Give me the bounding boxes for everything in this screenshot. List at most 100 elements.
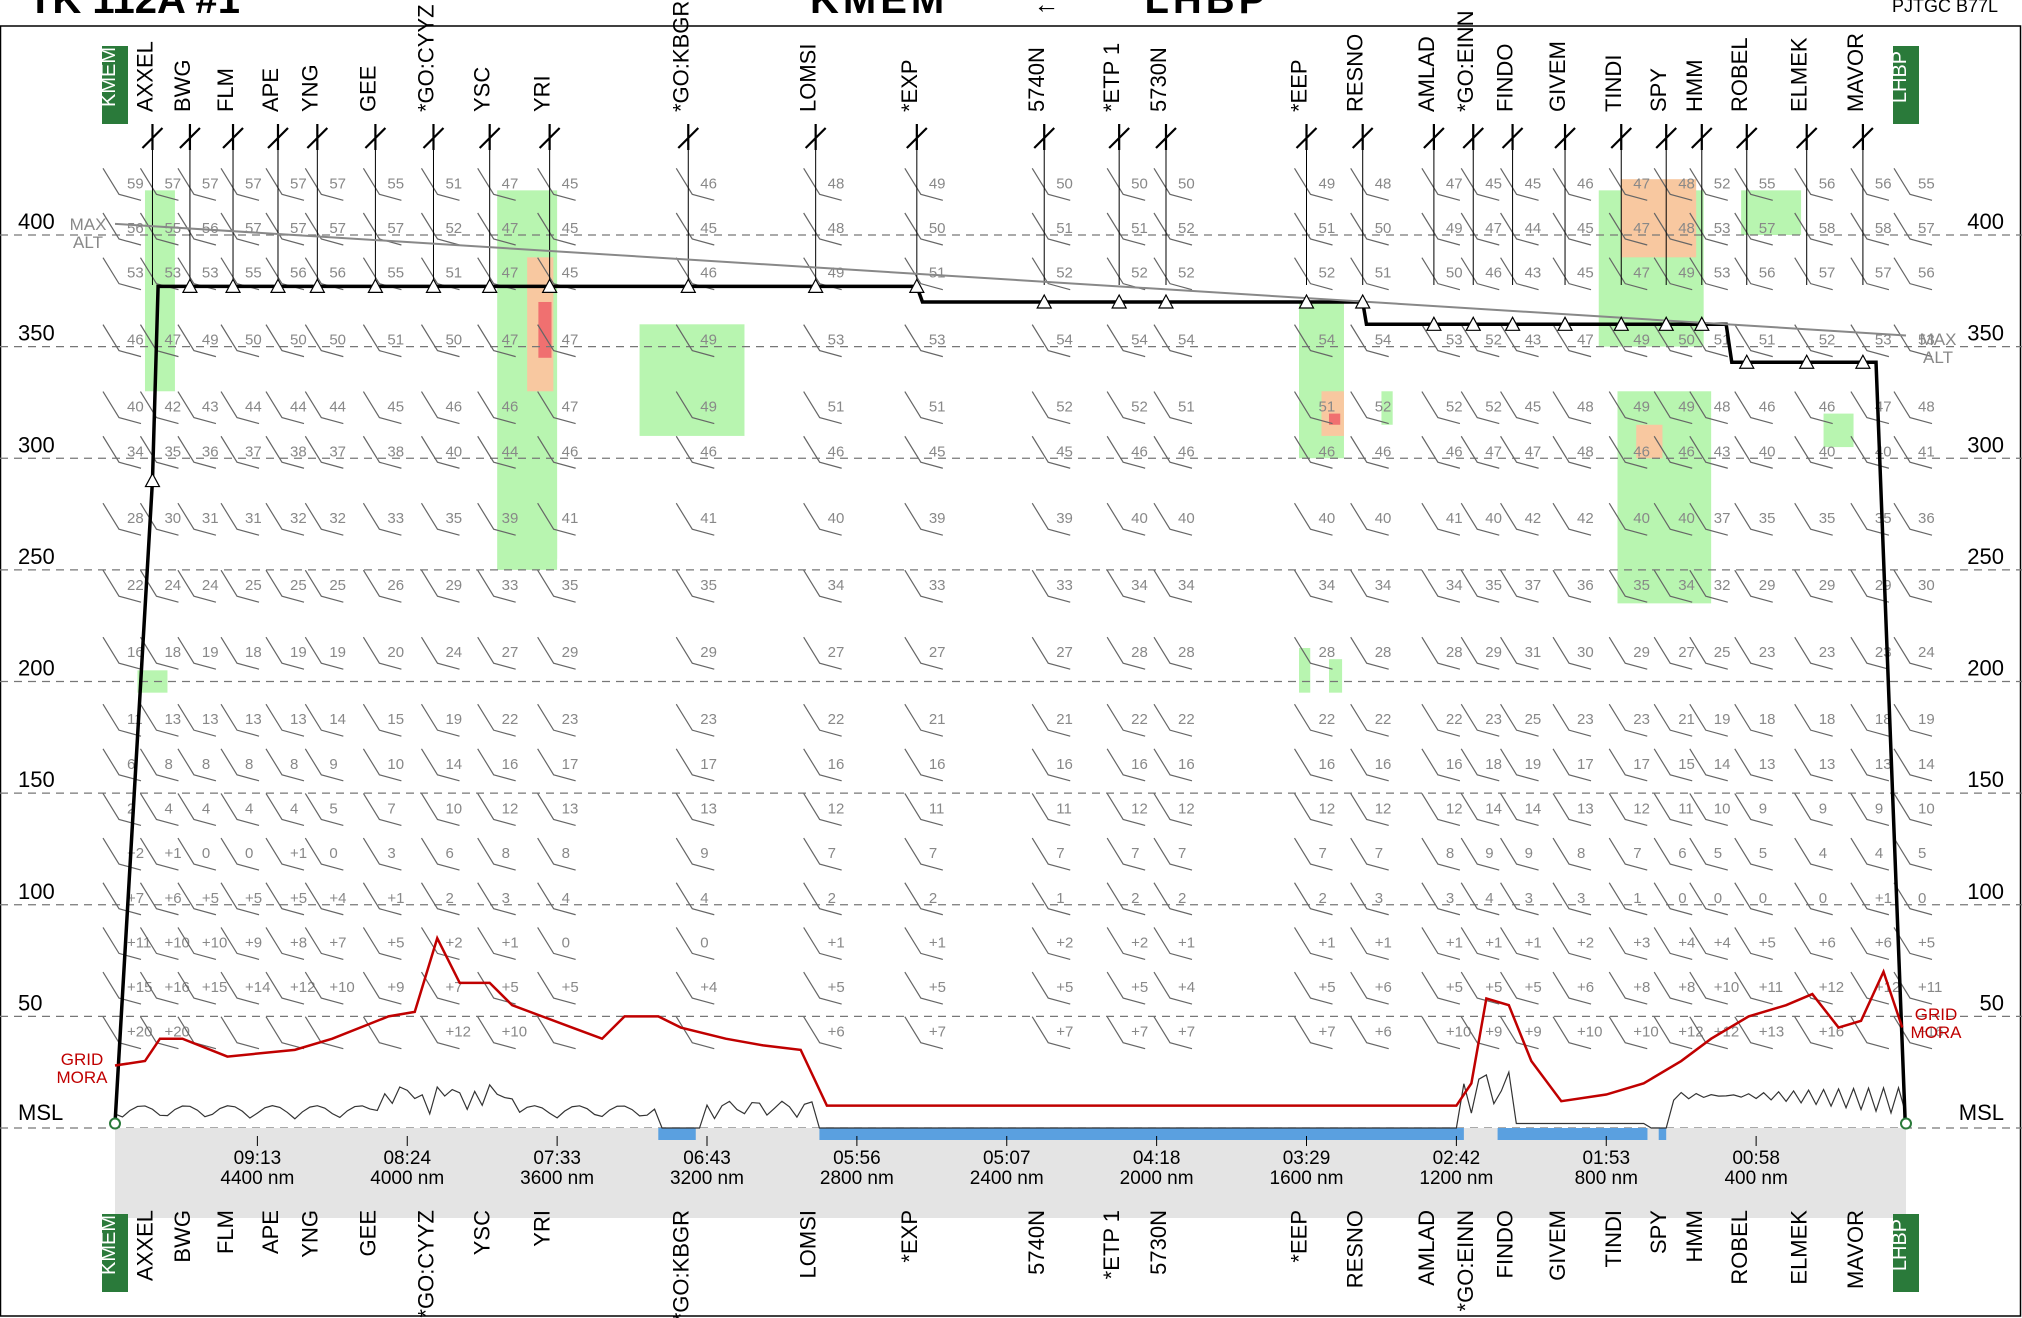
wind-barb — [1893, 502, 1933, 536]
temp-label: 24 — [1918, 644, 1935, 661]
temp-label: 0 — [329, 845, 337, 862]
wind-barb — [1350, 391, 1389, 425]
waypoint-symbol — [1852, 124, 1874, 150]
wind-barb — [1893, 837, 1933, 871]
temp-label: 48 — [828, 175, 845, 192]
wind-barb — [1421, 324, 1461, 358]
airport-name-bottom: LHBP — [1889, 1219, 1911, 1271]
wind-barb — [1552, 212, 1592, 246]
temp-label: 0 — [562, 934, 570, 951]
temp-label: 41 — [1918, 443, 1935, 460]
temp-label: 47 — [1633, 220, 1650, 237]
wind-barb — [265, 971, 305, 1005]
wind-barb — [139, 391, 179, 425]
wind-barb — [1421, 793, 1461, 827]
wind-barb — [1734, 391, 1773, 425]
wind-barb — [904, 569, 943, 603]
chart-frame — [0, 25, 2022, 1317]
wind-barb — [1153, 927, 1193, 960]
temp-label: 45 — [1485, 175, 1502, 192]
temp-label: +7 — [1056, 1024, 1073, 1041]
wind-barb — [1106, 1016, 1146, 1050]
wind-barb — [803, 748, 842, 782]
waypoint-name-top: *GO:CYYZ — [413, 4, 438, 112]
wind-barb — [1689, 793, 1728, 827]
waypoint-symbol — [1610, 124, 1633, 150]
wind-barb — [220, 882, 260, 916]
temp-label: 29 — [1485, 644, 1502, 661]
temp-label: 46 — [700, 443, 717, 460]
x-tick-distance: 2000 nm — [1120, 1168, 1194, 1189]
y-tick-label-left: 50 — [18, 990, 42, 1015]
wind-barb — [1106, 793, 1146, 827]
wind-barb — [1689, 882, 1728, 916]
temp-label: 46 — [1678, 443, 1695, 460]
temp-label: 40 — [1819, 443, 1836, 460]
temp-label: +4 — [1714, 934, 1731, 951]
temp-label: +1 — [387, 890, 404, 907]
wind-barb — [1350, 793, 1389, 827]
temp-label: 41 — [700, 510, 717, 527]
temp-label: 57 — [1918, 220, 1935, 237]
waypoint-symbol — [422, 124, 445, 150]
waypoint-name-bottom: FLM — [213, 1210, 238, 1254]
wind-barb — [1552, 1016, 1592, 1050]
wind-barb — [177, 703, 217, 737]
temp-label: 45 — [1056, 443, 1073, 460]
waypoint-marker — [425, 278, 442, 293]
wind-barb — [803, 212, 842, 246]
temp-label: +6 — [828, 1024, 845, 1041]
wind-barb — [675, 703, 715, 737]
wind-barb — [1653, 837, 1693, 871]
temp-label: 37 — [1525, 577, 1542, 594]
wind-barb — [803, 168, 842, 201]
y-tick-label-right: 50 — [1980, 990, 2004, 1015]
temp-label: 24 — [445, 644, 462, 661]
terrain — [114, 1069, 1907, 1218]
temp-label: 1 — [1633, 890, 1641, 907]
turbulence-area — [1299, 648, 1311, 693]
temp-label: 34 — [1678, 577, 1695, 594]
wind-barb — [1689, 324, 1728, 358]
wind-barb — [304, 502, 344, 536]
wind-barb — [803, 793, 842, 827]
wind-barb — [803, 391, 842, 425]
waypoint-names: KMEM KMEM AXXEL AXXEL BWG BWG FLM FLM APE APE YNG Y… — [98, 1, 1919, 1318]
wind-barb — [102, 391, 142, 425]
waypoint-name-top: RESNO — [1343, 34, 1368, 112]
chart-header: TK 112A #1 KMEM ← LHBP PJTGC B77L — [0, 0, 2022, 26]
wind-barb — [1350, 569, 1389, 603]
route-arrow-icon: ← — [1033, 0, 1060, 19]
temp-label: 34 — [1319, 577, 1336, 594]
y-tick-label-left: 400 — [18, 209, 55, 234]
wind-barb — [1293, 837, 1333, 871]
wind-barb — [1608, 703, 1648, 737]
wind-barb — [1421, 1016, 1461, 1050]
temp-label: 40 — [1633, 510, 1650, 527]
wind-barb — [1460, 212, 1500, 246]
waypoint-name-bottom: MAVOR — [1843, 1210, 1868, 1289]
temp-label: 55 — [387, 265, 404, 282]
wind-barb — [220, 391, 260, 425]
wind-barb — [102, 636, 142, 670]
temp-label: 56 — [290, 265, 307, 282]
x-tick-time: 01:53 — [1582, 1148, 1630, 1169]
temp-label: 8 — [1577, 845, 1585, 862]
temp-label: 27 — [1678, 644, 1695, 661]
temp-label: 51 — [1319, 220, 1336, 237]
max-alt-label-right: MAX — [1920, 330, 1957, 349]
wind-barb — [220, 435, 260, 469]
wind-barb — [1460, 435, 1500, 469]
temp-label: 47 — [562, 332, 579, 349]
temp-label: 28 — [1178, 644, 1195, 661]
temp-label: 57 — [1759, 220, 1776, 237]
waypoint-name-bottom: APE — [258, 1210, 283, 1254]
waypoint-name-bottom: *GO:KBGR — [668, 1210, 693, 1318]
wind-barb — [102, 569, 142, 603]
wind-barb — [1293, 168, 1333, 201]
x-tick-time: 00:58 — [1732, 1148, 1780, 1169]
wind-barb — [177, 502, 217, 536]
temp-label: 50 — [329, 332, 346, 349]
wind-barb — [1794, 435, 1833, 469]
wind-barb — [904, 837, 943, 871]
